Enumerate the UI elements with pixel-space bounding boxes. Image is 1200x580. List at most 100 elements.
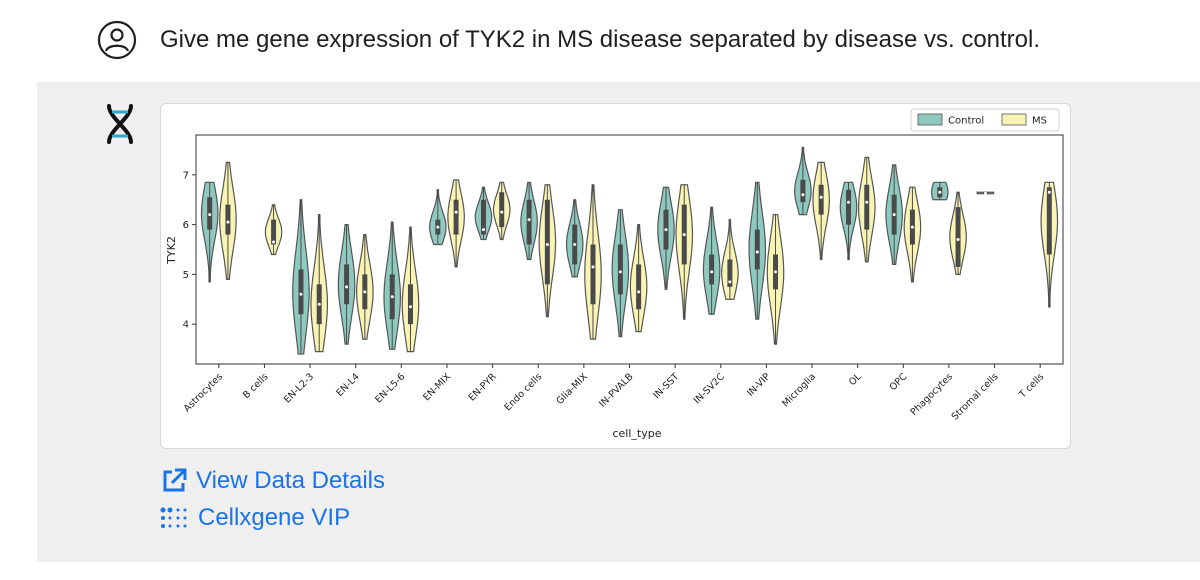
violin-ms-opc <box>903 186 922 283</box>
legend-label: Control <box>948 116 984 127</box>
violin-median <box>865 200 869 204</box>
violin-control-opc <box>885 164 904 266</box>
x-tick-label: IN-VIP <box>745 371 773 399</box>
violin-iqr-box <box>955 207 961 267</box>
violin-median <box>892 213 896 217</box>
violin-ms-en-mix <box>447 179 465 268</box>
violin-control-stromal-cells <box>976 191 995 195</box>
violin-median <box>618 270 622 274</box>
violin-median <box>390 295 394 299</box>
violin-iqr-box <box>617 244 623 295</box>
violin-median <box>272 240 276 244</box>
violin-median <box>363 290 367 294</box>
view-data-details-label: View Data Details <box>196 467 385 494</box>
violin-median <box>682 233 686 237</box>
violin-ms-en-pyr <box>492 181 511 241</box>
x-tick-label: Endo cells <box>503 371 545 413</box>
violin-control-en-l4 <box>337 223 356 345</box>
violin-median <box>801 193 805 197</box>
violin-iqr-box <box>344 264 350 305</box>
legend-swatch <box>1001 113 1027 126</box>
violin-median <box>454 210 458 214</box>
view-data-details-link[interactable]: View Data Details <box>160 466 385 496</box>
violin-median <box>956 238 960 242</box>
violin-control-en-l2-3 <box>292 199 310 355</box>
cellxgene-vip-link[interactable]: Cellxgene VIP <box>160 503 350 533</box>
x-tick-label: Phagocytes <box>909 371 956 418</box>
legend-swatch <box>917 113 943 126</box>
user-prompt-text: Give me gene expression of TYK2 in MS di… <box>160 26 1041 53</box>
violin-ms-in-sv2c <box>721 218 739 300</box>
y-axis-label: TYK2 <box>165 236 178 265</box>
x-tick-label: B cells <box>241 371 271 401</box>
violin-ms-astrocytes <box>219 161 237 281</box>
violin-ms-phagocytes <box>949 191 967 276</box>
violin-median <box>317 302 321 306</box>
violin-median <box>847 200 851 204</box>
violin-ms-glia-mix <box>584 184 602 340</box>
violin-iqr-box <box>754 229 760 270</box>
x-axis-label: cell_type <box>612 427 661 440</box>
y-tick-label: 4 <box>183 320 189 331</box>
x-tick-label: OL <box>847 371 864 388</box>
x-tick-label: IN-SST <box>651 371 681 401</box>
violin-iqr-box <box>526 199 532 245</box>
violin-median <box>527 218 531 222</box>
violin-control-in-pvalb <box>611 209 630 338</box>
violin-median <box>208 213 212 217</box>
violin-control-en-l5-6 <box>383 221 401 350</box>
violin-ms-en-l5-6 <box>401 226 420 353</box>
violin-median <box>938 190 942 194</box>
violin-iqr-box <box>1046 187 1052 255</box>
x-tick-label: Glia-MIX <box>554 371 590 407</box>
violin-median <box>345 285 349 289</box>
violin-control-en-mix <box>428 189 447 246</box>
violin-median <box>755 250 759 254</box>
violin-iqr-box <box>800 179 806 203</box>
violin-ms-endo-cells <box>538 184 557 318</box>
x-tick-label: EN-L5-6 <box>373 371 407 405</box>
user-message: Give me gene expression of TYK2 in MS di… <box>0 0 1200 82</box>
x-tick-label: EN-MIX <box>421 371 453 403</box>
y-tick-label: 6 <box>183 220 189 231</box>
user-circle-icon <box>97 20 137 60</box>
violin-control-in-sv2c <box>702 206 721 315</box>
violin-iqr-box <box>298 269 304 315</box>
violin-chart-card: 4 5 6 7 Astrocytes B cells EN-L2-3 EN-L4 EN-L5-… <box>160 103 1071 449</box>
violin-ms-b-cells <box>264 204 283 256</box>
chart-legend: Control MS <box>910 108 1060 132</box>
violin-median <box>728 280 732 284</box>
violin-iqr-box <box>407 284 413 325</box>
x-tick-label: Stromal cells <box>950 371 1001 422</box>
external-link-icon <box>163 468 187 492</box>
violin-median <box>774 270 778 274</box>
violin-ms-en-l2-3 <box>310 214 328 353</box>
cellxgene-vip-label: Cellxgene VIP <box>198 504 351 531</box>
violin-control-astrocytes <box>200 181 219 283</box>
violin-median <box>226 220 230 224</box>
violin-iqr-box <box>225 204 231 235</box>
x-tick-label: Astrocytes <box>182 371 225 414</box>
violin-median <box>819 195 823 199</box>
violin-chart: 4 5 6 7 Astrocytes B cells EN-L2-3 EN-L4 EN-L5-… <box>165 108 1064 440</box>
violin-control-microglia <box>794 146 812 216</box>
x-tick-label: EN-PYR <box>467 371 499 403</box>
violin-ms-microglia <box>812 161 831 261</box>
violin-median <box>408 305 412 309</box>
x-tick-label: OPC <box>888 371 910 393</box>
x-tick-label: Microglia <box>780 371 818 409</box>
violin-iqr-box <box>864 184 870 230</box>
violin-ms-ol <box>858 156 876 263</box>
dot-grid-icon <box>160 507 187 528</box>
violin-iqr-box <box>636 264 642 310</box>
violin-median <box>500 210 504 214</box>
violin-iqr-box <box>846 189 852 225</box>
x-tick-label: EN-L4 <box>334 371 361 398</box>
y-tick-label: 7 <box>183 170 189 181</box>
violin-ms-in-vip <box>766 214 785 345</box>
violin-iqr-box <box>271 219 277 245</box>
violin-median <box>637 290 641 294</box>
violin-median <box>481 228 485 232</box>
violin-median <box>436 225 440 229</box>
violin-ms-in-pvalb <box>629 223 648 333</box>
